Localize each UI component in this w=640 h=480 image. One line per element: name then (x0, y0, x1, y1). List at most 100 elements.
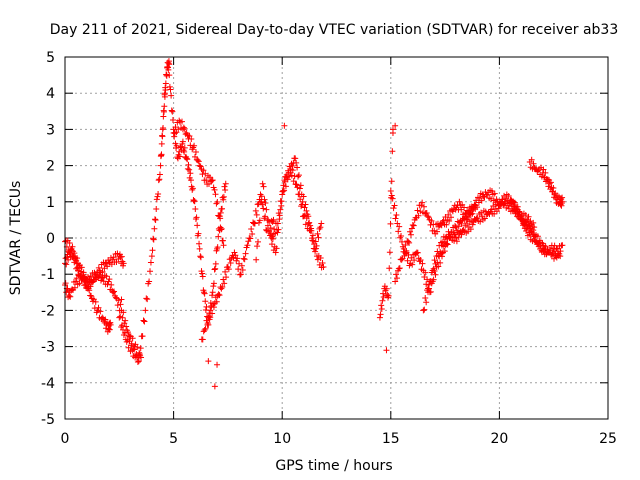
series-trace-i (268, 163, 327, 271)
data-point-marker (153, 206, 160, 213)
data-point-marker (481, 215, 488, 222)
data-point-marker (419, 199, 426, 206)
data-point-marker (409, 261, 416, 268)
data-point-marker (195, 230, 202, 237)
data-point-marker (407, 228, 414, 235)
data-point-marker (168, 92, 175, 99)
data-point-marker (160, 113, 167, 120)
data-point-marker (242, 250, 249, 257)
data-point-marker (277, 206, 284, 213)
data-point-marker (389, 148, 396, 155)
data-point-marker (209, 289, 216, 296)
data-point-marker (65, 256, 72, 263)
data-point-marker (106, 276, 113, 283)
data-point-marker (528, 156, 535, 163)
data-point-marker (200, 167, 207, 174)
data-point-marker (553, 245, 560, 252)
data-point-marker (206, 174, 213, 181)
data-point-marker (152, 216, 159, 223)
data-point-marker (62, 280, 69, 287)
data-point-marker (248, 226, 255, 233)
data-point-marker (218, 226, 225, 233)
data-point-marker (153, 196, 160, 203)
data-point-marker (313, 245, 320, 252)
data-point-marker (154, 193, 161, 200)
data-point-marker (189, 185, 196, 192)
data-point-marker (186, 166, 193, 173)
data-point-marker (188, 136, 195, 143)
data-point-marker (110, 289, 117, 296)
data-point-marker (241, 256, 248, 263)
data-point-marker (123, 323, 130, 330)
data-point-marker (209, 177, 216, 184)
data-point-marker (128, 342, 135, 349)
series-trace-f (170, 117, 227, 249)
data-point-marker (129, 335, 136, 342)
data-point-marker (136, 349, 143, 356)
data-point-marker (303, 207, 310, 214)
data-point-marker (421, 203, 428, 210)
data-point-marker (69, 243, 76, 250)
data-point-marker (148, 253, 155, 260)
data-point-marker (85, 283, 92, 290)
data-point-marker (212, 260, 219, 267)
data-point-marker (151, 216, 158, 223)
data-point-marker (428, 217, 435, 224)
data-point-marker (237, 271, 244, 278)
data-point-marker (92, 298, 99, 305)
data-point-marker (165, 66, 172, 73)
data-point-marker (291, 173, 298, 180)
x-tick-label: 0 (61, 431, 70, 447)
data-point-marker (550, 184, 557, 191)
series-trace-k (387, 187, 479, 296)
data-point-marker (215, 233, 222, 240)
data-point-marker (471, 202, 478, 209)
data-point-marker (220, 193, 227, 200)
data-point-marker (312, 248, 319, 255)
data-point-marker (253, 256, 260, 263)
data-point-marker (491, 210, 498, 217)
data-point-marker (392, 215, 399, 222)
data-point-marker (387, 187, 394, 194)
data-point-marker (437, 248, 444, 255)
data-point-marker (71, 284, 78, 291)
data-point-marker (535, 167, 542, 174)
data-point-marker (534, 233, 541, 240)
data-point-marker (196, 245, 203, 252)
data-point-marker (293, 181, 300, 188)
data-point-marker (297, 182, 304, 189)
data-point-marker (108, 281, 115, 288)
data-point-marker (95, 304, 102, 311)
data-point-marker (314, 230, 321, 237)
chart-title: Day 211 of 2021, Sidereal Day-to-day VTE… (50, 22, 619, 38)
data-point-marker (388, 178, 395, 185)
data-point-marker (488, 188, 495, 195)
series-trace-c (62, 269, 145, 361)
data-point-marker (119, 322, 126, 329)
data-point-marker (99, 314, 106, 321)
data-point-marker (75, 263, 82, 270)
data-point-marker (63, 261, 70, 268)
data-point-marker (392, 278, 399, 285)
data-point-marker (288, 172, 295, 179)
data-point-marker (104, 263, 111, 270)
y-tick-label: -5 (41, 412, 55, 428)
data-point-marker (160, 124, 167, 131)
data-point-marker (80, 271, 87, 278)
data-point-marker (258, 198, 265, 205)
y-axis-label: SDTVAR / TECUs (8, 181, 24, 296)
series-trace-l (392, 187, 522, 285)
data-point-marker (78, 264, 85, 271)
data-point-marker (414, 249, 421, 256)
data-point-marker (559, 242, 566, 249)
data-point-marker (184, 156, 191, 163)
data-point-marker (441, 239, 448, 246)
data-point-marker (271, 226, 278, 233)
data-point-marker (268, 235, 275, 241)
data-point-marker (94, 269, 101, 276)
data-point-marker (202, 325, 209, 332)
data-point-marker (199, 336, 206, 343)
data-point-marker (137, 345, 144, 352)
data-point-marker (514, 203, 521, 210)
data-point-marker (199, 270, 206, 277)
